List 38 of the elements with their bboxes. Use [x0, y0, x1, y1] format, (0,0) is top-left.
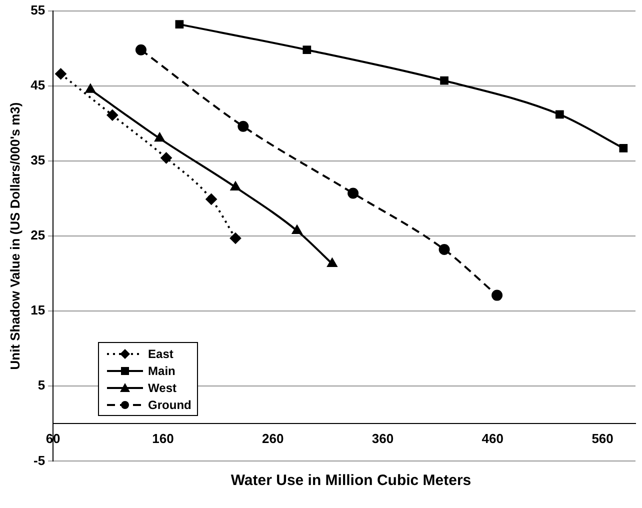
legend-label: Main: [148, 364, 176, 378]
x-tick-label: 160: [152, 431, 174, 446]
y-tick-label: 5: [38, 378, 46, 393]
y-tick-label: -5: [33, 452, 46, 468]
x-tick-label: 260: [262, 431, 284, 446]
point: [154, 132, 165, 142]
x-axis-title: Water Use in Million Cubic Meters: [230, 472, 472, 489]
point: [55, 68, 66, 80]
point: [492, 290, 503, 301]
point: [106, 110, 118, 121]
y-tick-label: 35: [30, 152, 46, 168]
point: [86, 84, 96, 93]
point: [135, 44, 146, 56]
y-tick-label: 25: [30, 228, 46, 243]
y-axis-title: Unit Shadow Value in (US Dollars/000's m3): [7, 102, 22, 370]
y-tick-label: 15: [30, 302, 46, 318]
point: [160, 152, 172, 164]
point: [348, 188, 359, 199]
x-tick-label: 560: [592, 431, 614, 446]
y-tick-label: 55: [30, 2, 46, 18]
legend-label: West: [148, 380, 176, 395]
x-tick-label: 460: [482, 431, 504, 446]
point: [302, 46, 312, 54]
point: [206, 194, 217, 205]
legend-label: Ground: [148, 398, 192, 412]
point: [230, 182, 240, 190]
point: [440, 76, 448, 85]
point: [292, 225, 302, 234]
point: [438, 244, 450, 256]
point: [230, 232, 241, 244]
point: [238, 120, 249, 132]
point: [327, 258, 338, 268]
point: [619, 144, 628, 152]
x-tick-label: 360: [372, 431, 394, 446]
point: [555, 110, 564, 119]
y-tick-label: 45: [30, 77, 46, 92]
point: [175, 20, 184, 28]
legend-label: East: [148, 346, 174, 361]
